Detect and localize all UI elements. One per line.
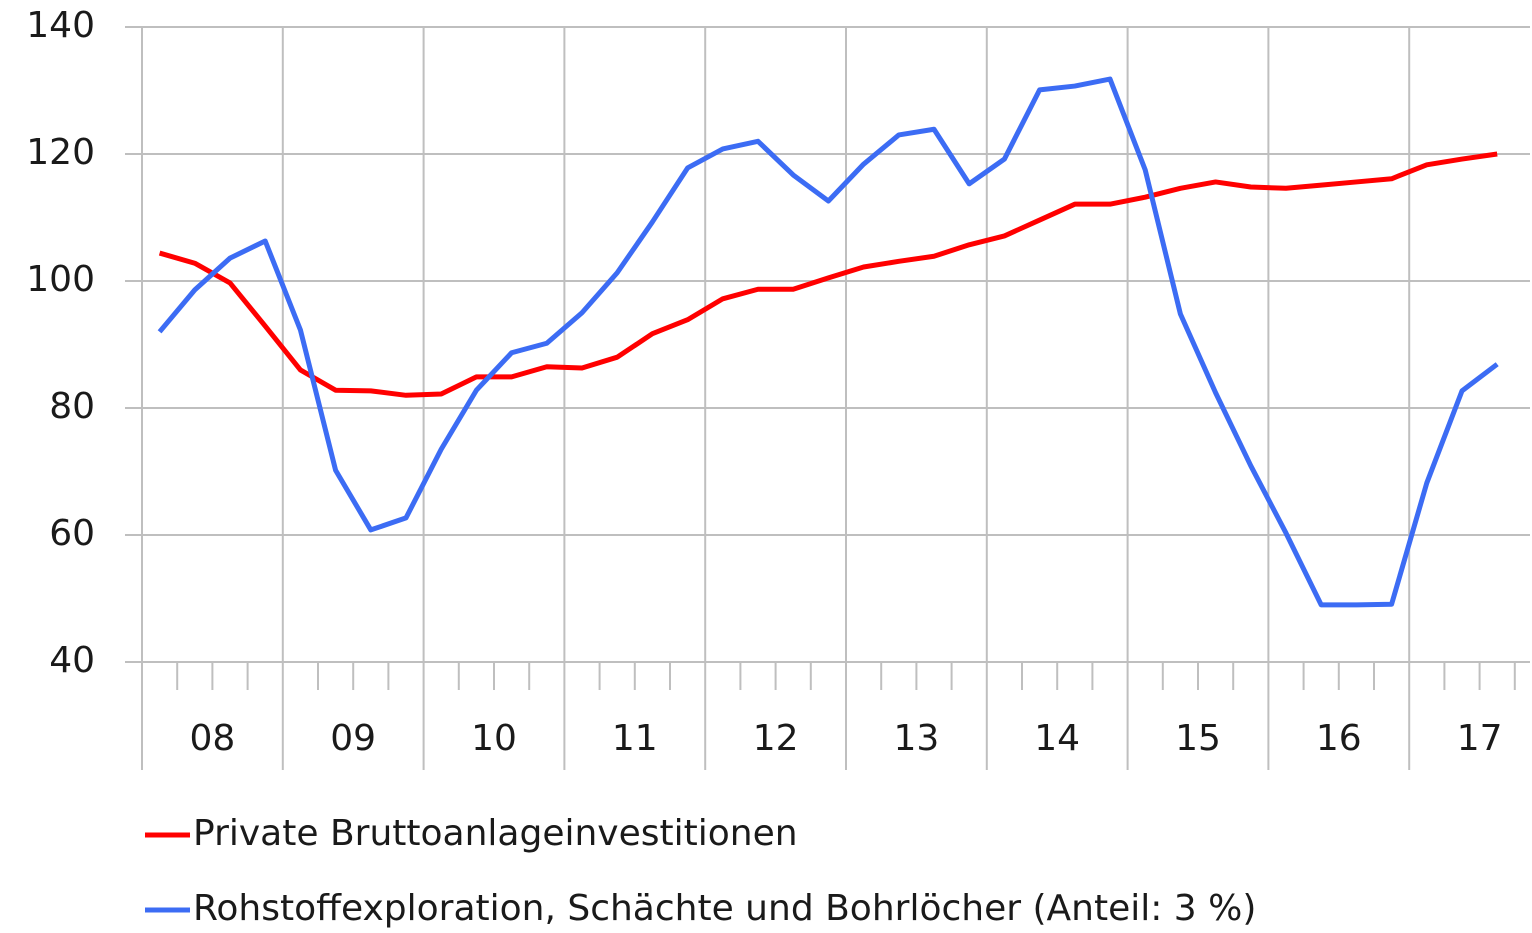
series-line bbox=[158, 151, 1498, 398]
x-year-label: 08 bbox=[189, 718, 235, 759]
x-year-label: 10 bbox=[471, 718, 517, 759]
y-tick-label: 80 bbox=[49, 386, 95, 427]
x-year-label: 13 bbox=[893, 718, 939, 759]
y-tick-label: 100 bbox=[26, 259, 95, 300]
series-line bbox=[157, 76, 1499, 608]
y-tick-label: 40 bbox=[49, 640, 95, 681]
x-year-label: 17 bbox=[1457, 718, 1503, 759]
legend-label: Rohstoffexploration, Schächte und Bohrlö… bbox=[193, 888, 1256, 929]
legend-label: Private Bruttoanlageinvestitionen bbox=[193, 813, 798, 854]
x-year-label: 11 bbox=[612, 718, 658, 759]
x-year-label: 14 bbox=[1034, 718, 1080, 759]
x-year-label: 12 bbox=[753, 718, 799, 759]
x-year-label: 16 bbox=[1316, 718, 1362, 759]
x-year-label: 15 bbox=[1175, 718, 1221, 759]
y-tick-label: 120 bbox=[26, 132, 95, 173]
y-tick-label: 60 bbox=[49, 513, 95, 554]
x-year-label: 09 bbox=[330, 718, 376, 759]
y-tick-label: 140 bbox=[26, 5, 95, 46]
